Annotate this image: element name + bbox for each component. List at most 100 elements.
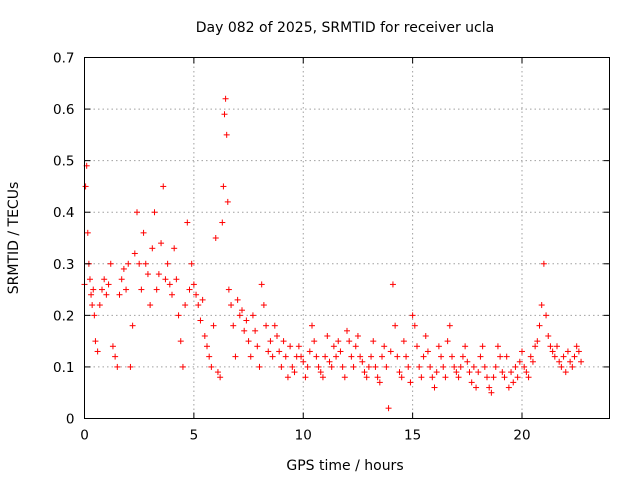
data-point: [171, 245, 178, 252]
data-point: [138, 286, 145, 293]
y-tick-label: 0.3: [53, 257, 74, 273]
x-tick-label: 15: [404, 428, 421, 444]
data-point: [564, 348, 571, 355]
data-point: [201, 332, 208, 339]
data-point: [306, 348, 313, 355]
data-point: [84, 229, 91, 236]
data-point: [396, 369, 403, 376]
data-point: [147, 302, 154, 309]
data-point: [188, 260, 195, 267]
data-point: [400, 338, 407, 345]
data-point: [490, 374, 497, 381]
y-tick-label: 0.7: [53, 51, 74, 67]
data-point: [363, 374, 370, 381]
data-point: [468, 379, 475, 386]
data-point: [379, 353, 385, 360]
data-point: [309, 322, 315, 329]
data-point: [158, 240, 165, 247]
data-point: [578, 358, 585, 365]
data-point: [225, 286, 232, 293]
data-point: [315, 363, 322, 370]
data-point: [140, 229, 147, 236]
data-point: [324, 332, 331, 339]
data-point: [508, 369, 515, 376]
data-point: [247, 353, 254, 360]
data-point: [221, 111, 228, 118]
data-point: [164, 260, 171, 267]
x-axis-label: GPS time / hours: [286, 458, 403, 474]
data-point: [354, 332, 361, 339]
data-point: [311, 338, 318, 345]
data-point: [136, 260, 143, 267]
data-point: [540, 260, 547, 267]
data-point: [91, 312, 98, 319]
data-point: [510, 379, 517, 386]
data-point: [370, 338, 377, 345]
data-point: [284, 374, 291, 381]
data-point: [125, 260, 132, 267]
data-point: [131, 250, 138, 257]
data-point: [271, 322, 278, 329]
data-point: [422, 332, 429, 339]
data-point: [538, 302, 545, 309]
data-point: [219, 219, 226, 226]
data-point: [374, 374, 381, 381]
data-point: [556, 358, 563, 365]
data-point: [494, 343, 501, 350]
data-point: [144, 271, 151, 278]
data-point: [280, 338, 287, 345]
data-point: [256, 363, 263, 370]
data-point: [335, 338, 342, 345]
data-point: [289, 363, 296, 370]
chart-title: Day 082 of 2025, SRMTID for receiver ucl…: [196, 20, 494, 36]
data-point: [444, 338, 451, 345]
data-point: [112, 353, 119, 360]
data-point: [245, 338, 252, 345]
data-point: [545, 332, 552, 339]
data-point: [464, 358, 471, 365]
data-point: [455, 374, 462, 381]
data-point: [344, 327, 350, 334]
y-tick-label: 0.4: [53, 205, 74, 221]
data-point: [282, 353, 289, 360]
data-point: [357, 353, 364, 360]
data-point: [304, 363, 311, 370]
data-point: [120, 265, 127, 272]
data-point: [190, 281, 197, 288]
data-point: [94, 348, 101, 355]
data-point: [418, 374, 425, 381]
data-point: [549, 348, 556, 355]
data-point: [562, 369, 569, 376]
data-point: [449, 353, 455, 360]
data-point: [328, 363, 335, 370]
data-point: [220, 183, 227, 190]
data-point: [179, 363, 186, 370]
data-point: [129, 322, 136, 329]
data-point: [514, 374, 521, 381]
data-point: [295, 343, 302, 350]
data-point: [453, 369, 460, 376]
data-point: [300, 358, 307, 365]
y-tick-label: 0: [66, 412, 75, 428]
data-point: [260, 302, 267, 309]
data-point: [230, 322, 237, 329]
data-point: [127, 363, 134, 370]
data-point: [352, 343, 359, 350]
data-point: [210, 322, 217, 329]
data-point: [411, 322, 418, 329]
data-point: [267, 338, 274, 345]
data-point: [199, 296, 206, 303]
data-point: [263, 322, 270, 329]
data-point: [114, 363, 121, 370]
data-point: [409, 312, 416, 319]
data-point: [249, 312, 256, 319]
y-tick-label: 0.2: [53, 308, 74, 324]
data-point: [241, 327, 248, 334]
data-point: [571, 353, 578, 360]
data-point: [462, 343, 469, 350]
data-point: [103, 291, 110, 298]
data-point: [149, 245, 156, 252]
data-point: [223, 131, 230, 138]
data-point: [265, 348, 272, 355]
